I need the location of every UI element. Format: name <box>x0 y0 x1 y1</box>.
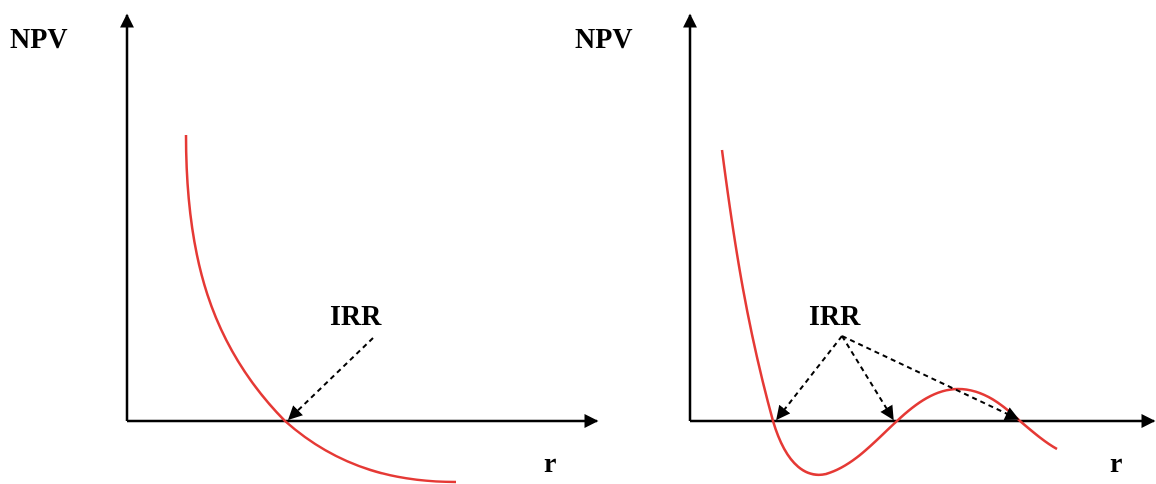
left-npv-curve <box>184 134 457 484</box>
chart-right: NPV r IRR <box>575 13 1156 479</box>
right-y-axis-label: NPV <box>575 24 633 55</box>
left-y-axis-label: NPV <box>10 24 68 55</box>
left-irr-label: IRR <box>330 301 382 332</box>
right-irr-arrow-2 <box>841 335 894 421</box>
right-irr-arrow-1 <box>776 335 843 421</box>
chart-left: NPV r IRR <box>10 13 599 484</box>
left-x-axis-label: r <box>544 448 556 479</box>
right-npv-curve <box>720 149 1058 477</box>
right-irr-arrow-3 <box>841 335 1020 420</box>
right-irr-label: IRR <box>809 301 861 332</box>
left-irr-arrow <box>287 337 374 420</box>
right-x-axis-label: r <box>1110 448 1122 479</box>
